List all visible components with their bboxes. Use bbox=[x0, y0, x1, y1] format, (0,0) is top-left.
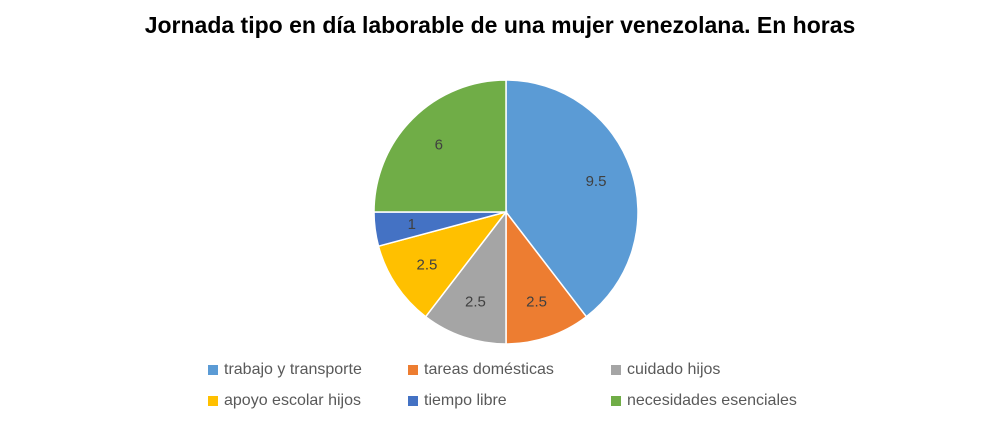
data-label-5: 1 bbox=[408, 216, 416, 233]
legend-swatch bbox=[611, 396, 621, 406]
legend-label: apoyo escolar hijos bbox=[224, 392, 361, 409]
legend-item-2: tareas domésticas bbox=[408, 360, 611, 380]
data-label-3: 2.5 bbox=[465, 293, 486, 310]
legend-item-1: trabajo y transporte bbox=[208, 360, 408, 380]
legend-item-4: apoyo escolar hijos bbox=[208, 391, 408, 411]
legend-item-6: necesidades esenciales bbox=[611, 391, 848, 411]
legend-swatch bbox=[408, 365, 418, 375]
legend-swatch bbox=[408, 396, 418, 406]
legend-swatch bbox=[611, 365, 621, 375]
legend: trabajo y transporte tareas domésticas cui… bbox=[208, 360, 848, 411]
legend-item-3: cuidado hijos bbox=[611, 360, 848, 380]
legend-label: tareas domésticas bbox=[424, 361, 554, 378]
data-label-2: 2.5 bbox=[526, 293, 547, 310]
legend-swatch bbox=[208, 365, 218, 375]
chart-title: Jornada tipo en día laborable de una muj… bbox=[144, 12, 856, 38]
pie-slice-6 bbox=[373, 79, 507, 213]
legend-label: cuidado hijos bbox=[627, 361, 721, 378]
data-label-6: 6 bbox=[435, 136, 443, 153]
legend-swatch bbox=[208, 396, 218, 406]
legend-item-5: tiempo libre bbox=[408, 391, 611, 411]
legend-label: trabajo y transporte bbox=[224, 361, 362, 378]
pie-slice-1 bbox=[505, 79, 639, 318]
pie-slice-2 bbox=[505, 209, 588, 345]
pie-slice-3 bbox=[424, 209, 507, 345]
data-label-1: 9.5 bbox=[586, 173, 607, 190]
data-label-4: 2.5 bbox=[417, 256, 438, 273]
legend-label: necesidades esenciales bbox=[627, 392, 797, 409]
legend-label: tiempo libre bbox=[424, 392, 507, 409]
